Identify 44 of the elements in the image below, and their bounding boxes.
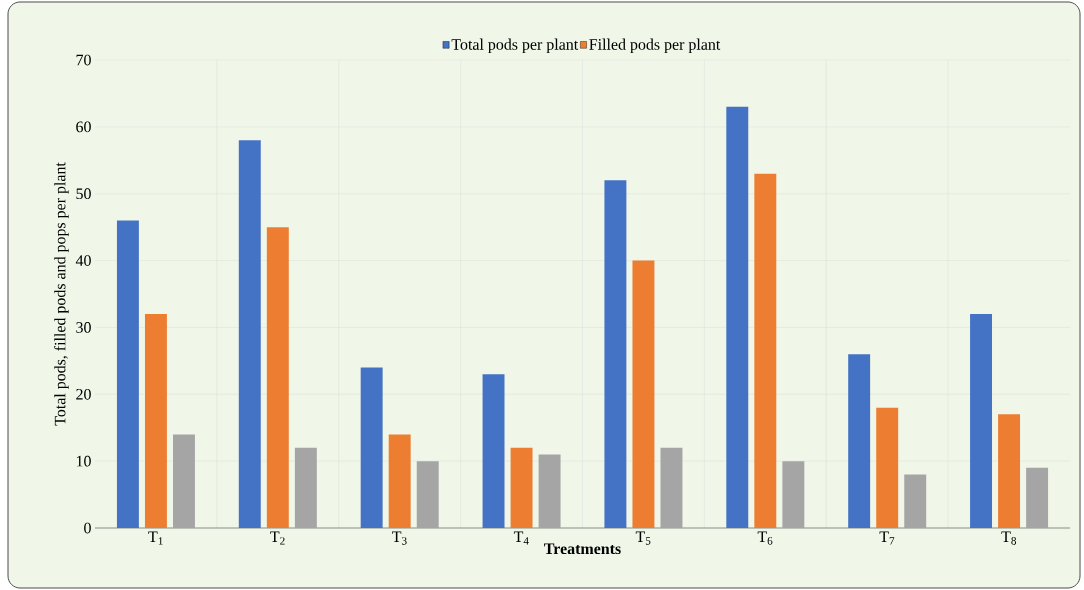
- x-tick-label: T$_{1}$: [148, 531, 163, 545]
- bar: [754, 173, 777, 528]
- bar: [482, 374, 505, 528]
- y-tick-label: 70: [76, 54, 91, 66]
- y-tick-label: 30: [76, 322, 91, 333]
- y-tick-label: 50: [76, 188, 91, 200]
- y-tick-label: 60: [76, 121, 91, 133]
- x-tick-label: T$_{5}$: [635, 531, 651, 545]
- y-tick-label: 20: [76, 388, 91, 400]
- bar: [538, 454, 561, 528]
- x-tick-label: T$_{7}$: [879, 531, 895, 545]
- y-axis-title: Total pods, filled pods and pops per plant: [54, 162, 69, 426]
- bar: [173, 434, 195, 528]
- x-tick-label: T$_{3}$: [392, 531, 407, 545]
- bar: [848, 354, 871, 528]
- bar: [238, 140, 261, 528]
- y-tick-label: 10: [76, 455, 91, 467]
- bar: [726, 106, 749, 528]
- bar: [294, 447, 317, 528]
- y-tick-label: 40: [75, 255, 91, 266]
- bar: [998, 414, 1021, 528]
- y-tick-label: 0: [84, 522, 91, 534]
- bar: [388, 434, 411, 528]
- bar: [782, 461, 805, 528]
- bar: [144, 314, 167, 528]
- bar: [266, 227, 289, 528]
- bar: [360, 367, 383, 528]
- legend-label: Total pods per plant: [451, 38, 579, 54]
- bar: [1026, 467, 1049, 528]
- bar: [904, 474, 927, 528]
- bar: [632, 260, 655, 528]
- bar: [660, 447, 683, 528]
- x-tick-label: T$_{4}$: [513, 531, 529, 545]
- legend-label: Filled pods per plant: [589, 38, 721, 54]
- bar: [416, 461, 439, 528]
- x-tick-label: T$_{6}$: [757, 531, 773, 545]
- bar: [876, 407, 899, 528]
- x-tick-label: T$_{8}$: [1001, 531, 1017, 545]
- bar: [116, 220, 139, 528]
- x-axis-title: Treatments: [544, 543, 621, 555]
- bar: [970, 314, 993, 528]
- bar: [510, 447, 533, 528]
- x-tick-label: T$_{2}$: [270, 531, 285, 545]
- bar: [604, 180, 627, 528]
